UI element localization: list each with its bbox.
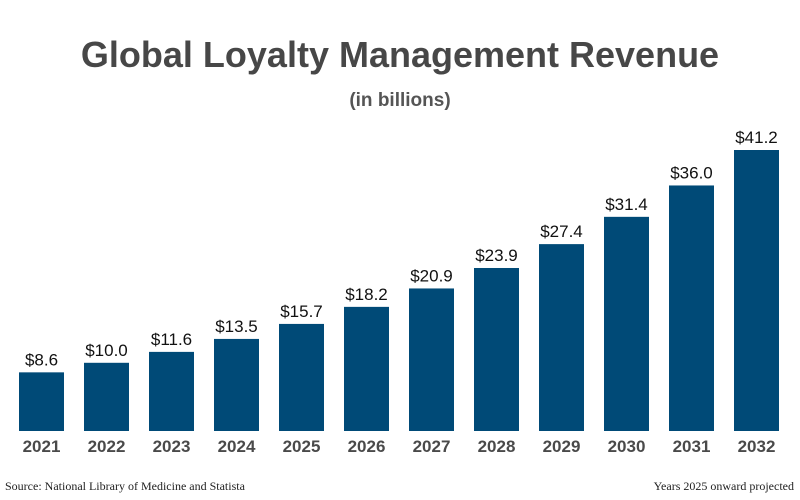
x-tick-label: 2030 [608,437,646,456]
value-label: $27.4 [540,222,583,241]
x-tick-label: 2022 [88,437,126,456]
value-label: $36.0 [670,163,713,182]
bar-2022 [84,362,129,431]
x-tick-label: 2024 [218,437,256,456]
x-tick-label: 2025 [283,437,321,456]
x-tick-label: 2028 [478,437,516,456]
bar-2028 [474,267,519,431]
value-label: $13.5 [215,317,258,336]
x-tick-label: 2021 [23,437,61,456]
value-label: $10.0 [85,341,128,360]
chart-title: Global Loyalty Management Revenue [80,34,720,75]
bar-2024 [214,338,259,431]
source-note: Source: National Library of Medicine and… [5,479,245,493]
value-label: $41.2 [735,128,778,147]
value-label: $15.7 [280,302,323,321]
x-tick-label: 2023 [153,437,191,456]
value-label: $8.6 [25,350,58,369]
value-label: $23.9 [475,246,518,265]
bar-2025 [279,323,324,431]
value-label: $20.9 [410,266,453,285]
bar-2023 [149,351,194,431]
bar-2021 [19,372,64,431]
x-tick-label: 2026 [348,437,386,456]
x-tick-label: 2027 [413,437,451,456]
x-tick-label: 2032 [738,437,776,456]
bar-2026 [344,306,389,431]
value-label: $11.6 [151,330,192,349]
chart-subtitle: (in billions) [349,90,451,111]
bar-2027 [409,288,454,431]
value-label: $31.4 [605,195,648,214]
bar-2030 [604,216,649,431]
projection-note: Years 2025 onward projected [653,479,794,493]
value-label: $18.2 [345,285,388,304]
bar-2031 [669,185,714,431]
bar-2032 [734,150,779,431]
x-tick-label: 2031 [673,437,711,456]
x-tick-label: 2029 [543,437,581,456]
bar-2029 [539,244,584,431]
